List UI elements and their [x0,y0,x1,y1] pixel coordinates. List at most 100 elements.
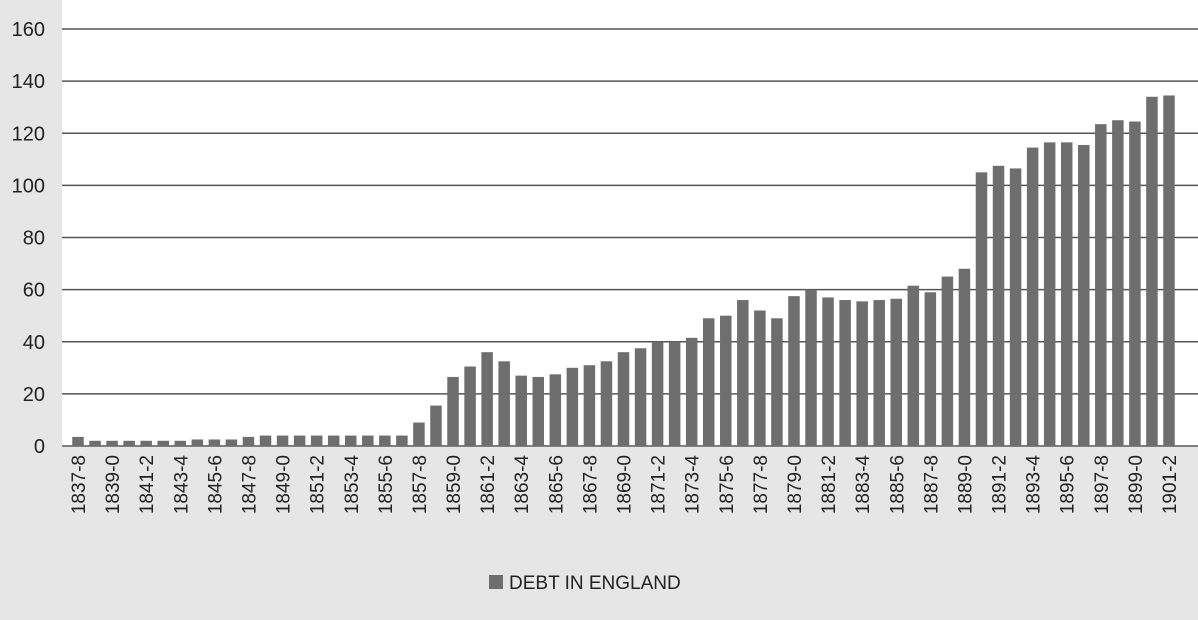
bar-1891-2 [992,165,1005,446]
bar-1875-6 [720,315,732,446]
bar-1888-9 [941,276,954,446]
bar-1883-4 [856,301,868,446]
x-tick-label: 1901-2 [1160,455,1181,514]
bar-1842-3 [157,440,169,446]
bar-1867-8 [583,365,596,446]
x-tick-label: 1895-6 [1058,455,1079,514]
bar-1873-4 [685,337,698,446]
x-tick-label: 1861-2 [478,455,499,514]
bar-1839-0 [106,440,118,446]
bar-1845-6 [208,439,221,446]
bar-1864-5 [532,376,545,446]
bar-1885-6 [890,298,902,446]
bar-1881-2 [822,297,834,446]
x-tick-label: 1857-8 [410,455,431,514]
x-tick-label: 1873-4 [683,455,704,515]
y-tick-label: 100 [12,175,45,197]
legend: DEBT IN ENGLAND [489,573,681,594]
bar-1868-9 [600,361,613,446]
bar-1887-8 [924,292,937,446]
bar-1869-0 [617,352,630,446]
bar-1897-8 [1095,124,1107,446]
x-tick-label: 1885-6 [887,455,908,514]
legend-swatch [489,575,503,589]
x-tick-label: 1887-8 [921,455,942,514]
x-tick-label: 1875-6 [717,455,738,514]
bar-1882-3 [839,300,851,446]
bar-1858-9 [430,405,442,446]
x-tick-label: 1881-2 [819,455,840,514]
bar-1877-8 [754,310,766,446]
bar-1859-0 [447,376,459,446]
bar-1849-0 [276,435,289,446]
bar-1896-7 [1078,144,1090,447]
x-tick-label: 1855-6 [376,455,397,514]
x-tick-label: 1859-0 [444,455,465,514]
x-tick-label: 1849-0 [274,455,295,514]
x-tick-label: 1871-2 [649,455,670,514]
bars [72,95,1175,447]
bar-1850-1 [293,435,306,446]
x-tick-label: 1863-4 [512,455,533,515]
x-tick-label: 1843-4 [171,455,192,515]
y-tick-label: 120 [12,123,45,145]
bar-1901-2 [1163,95,1175,447]
x-tick-label: 1877-8 [751,455,772,514]
bar-1847-8 [242,436,255,446]
plot-area [62,0,1198,447]
bar-1876-7 [737,300,749,446]
bar-1871-2 [651,341,664,446]
bar-1894-5 [1043,142,1056,446]
bar-1880-1 [805,289,817,447]
x-tick-label: 1879-0 [785,455,806,514]
bar-1860-1 [464,366,476,446]
x-tick-label: 1851-2 [308,455,329,514]
bar-1844-5 [191,439,204,446]
bar-1878-9 [771,318,783,446]
bar-1851-2 [310,435,323,446]
bar-1890-1 [975,172,988,446]
x-tick-label: 1891-2 [990,455,1011,514]
x-tick-label: 1867-8 [580,455,601,514]
x-tick-label: 1839-0 [103,455,124,514]
bar-1855-6 [379,435,391,446]
y-tick-label: 20 [23,384,45,406]
bar-1853-4 [345,435,357,446]
bar-1861-2 [481,352,493,446]
x-tick-label: 1889-0 [955,455,976,514]
bar-1889-0 [958,268,971,446]
bar-1900-1 [1146,96,1158,446]
bar-1848-9 [259,435,272,446]
bar-1856-7 [396,435,408,446]
bar-1852-3 [327,435,340,446]
legend-label: DEBT IN ENGLAND [509,573,681,594]
y-tick-label: 60 [23,280,45,302]
y-tick-label: 140 [12,71,45,93]
y-tick-label: 0 [34,436,45,458]
x-tick-label: 1893-4 [1024,455,1045,515]
y-tick-label: 40 [23,332,45,354]
y-tick-label: 80 [23,228,45,250]
bar-1838-9 [89,440,101,446]
bar-1841-2 [140,440,152,446]
bar-1863-4 [515,375,527,446]
bar-1865-6 [549,374,562,446]
y-tick-label: 160 [12,19,45,41]
x-tick-label: 1899-0 [1126,455,1147,514]
bar-1899-0 [1129,121,1141,447]
bar-1898-9 [1112,120,1124,446]
bar-1846-7 [225,439,238,446]
bar-1843-4 [174,440,187,446]
x-tick-label: 1841-2 [137,455,158,514]
bar-1854-5 [362,435,374,446]
x-tick-label: 1845-6 [205,455,226,514]
bar-1857-8 [413,422,425,446]
bar-1837-8 [72,436,84,446]
x-tick-label: 1847-8 [239,455,260,514]
x-tick-label: 1883-4 [853,455,874,515]
x-tick-label: 1837-8 [69,455,90,514]
x-tick-label: 1865-6 [546,455,567,514]
bar-1884-5 [873,300,885,446]
